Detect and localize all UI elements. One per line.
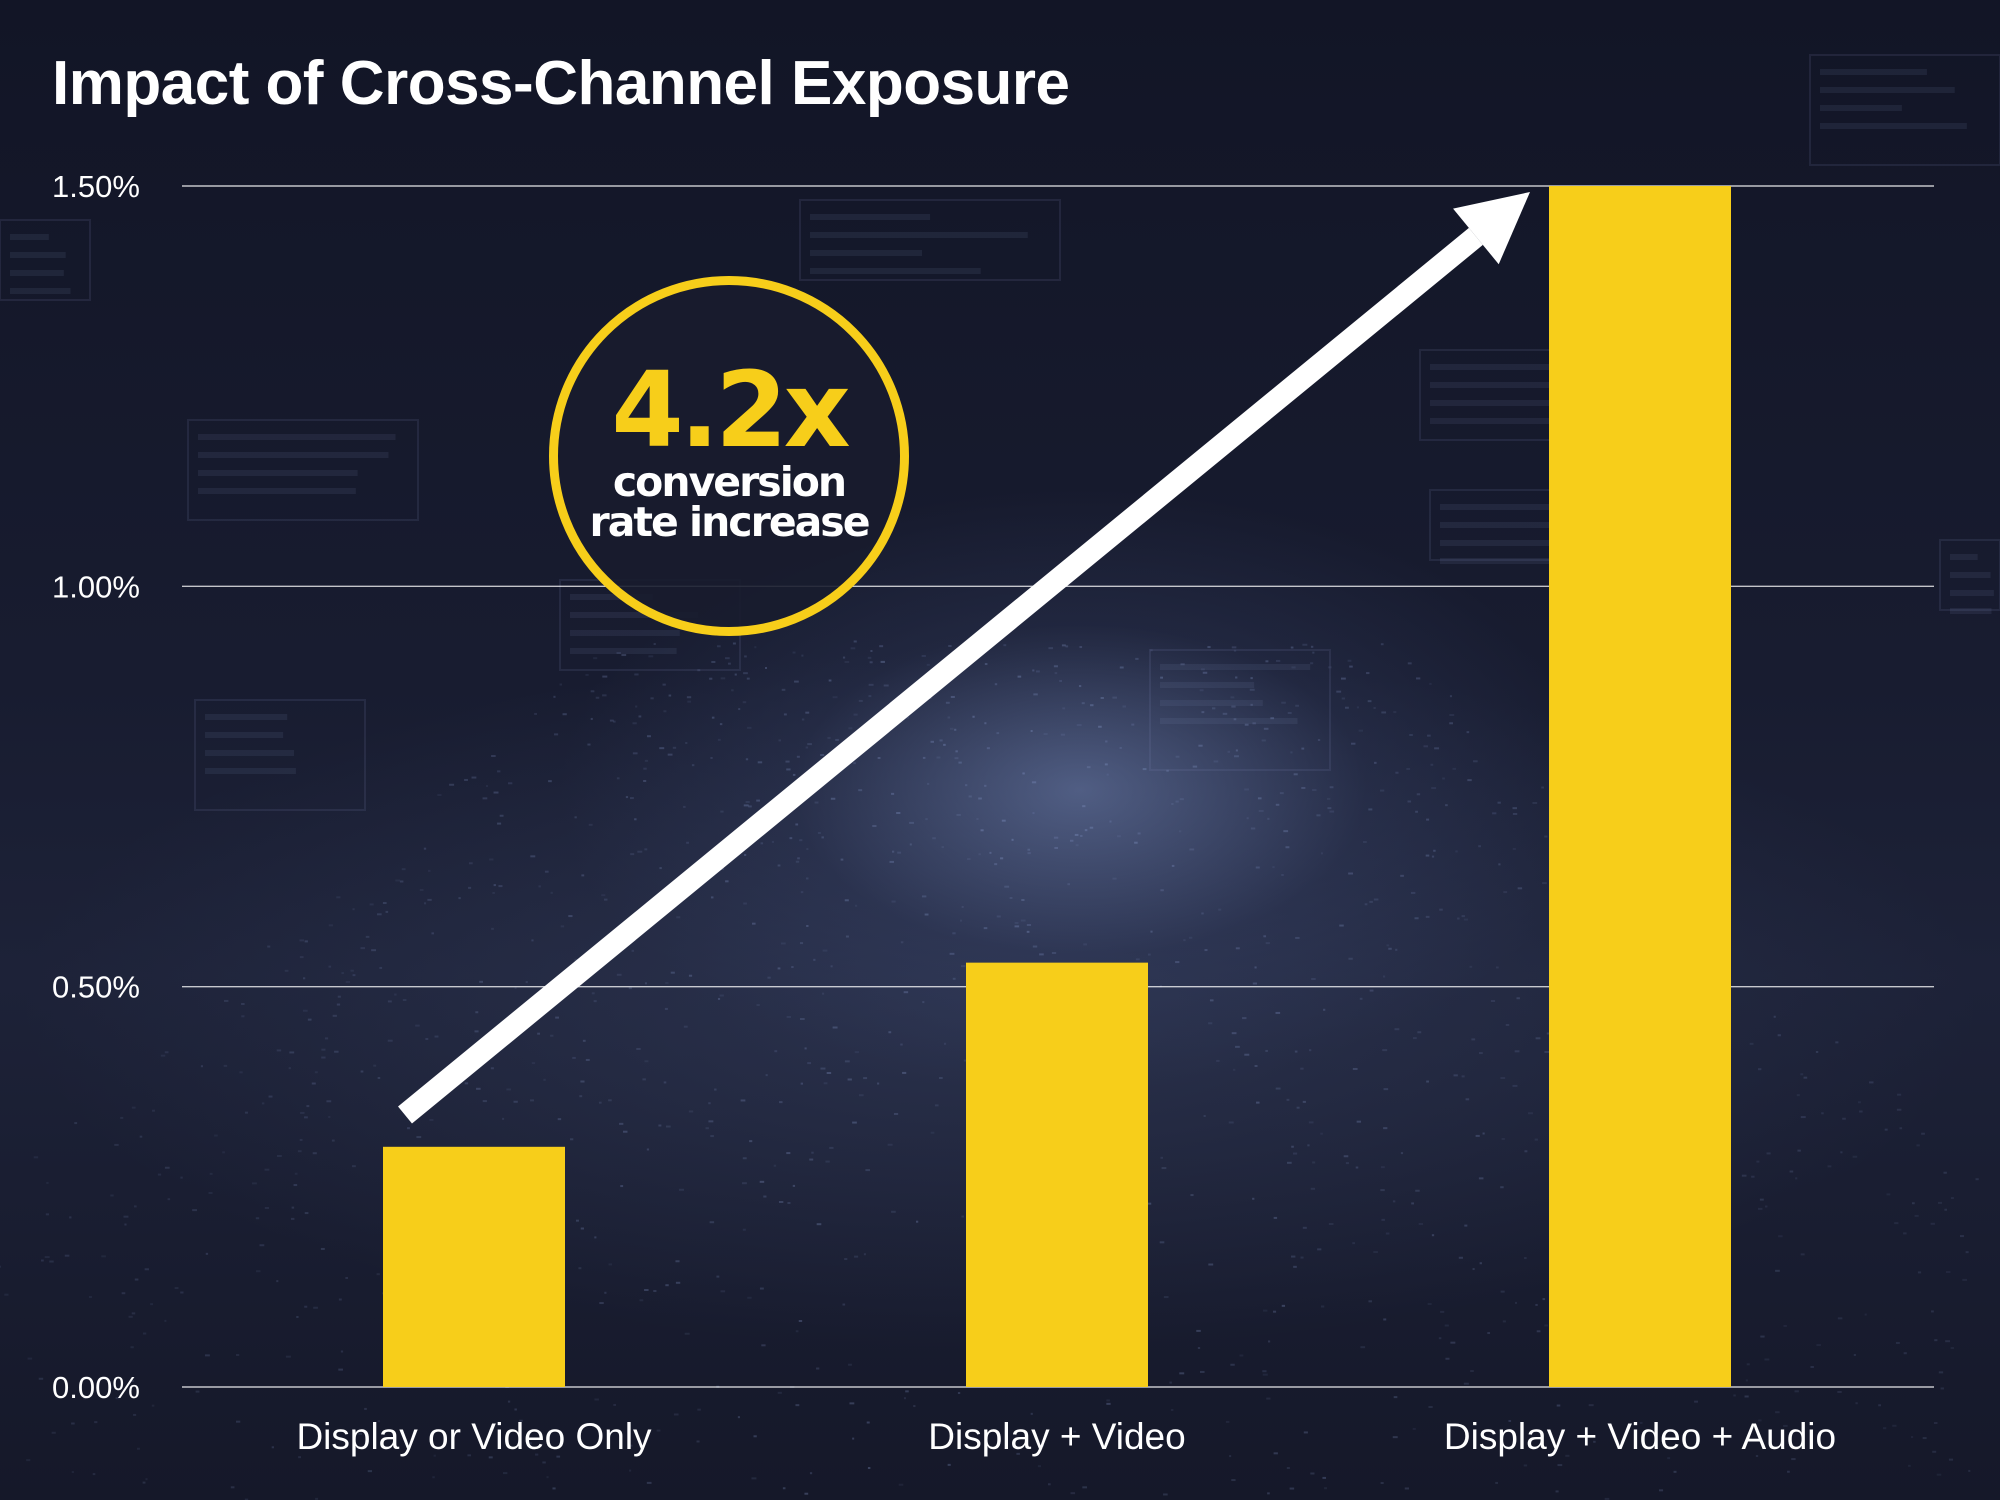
x-tick-label: Display + Video: [928, 1416, 1185, 1457]
y-tick-label: 0.50%: [52, 970, 140, 1005]
x-axis-ticks: Display or Video Only Display + Video Disp…: [296, 1416, 1836, 1457]
x-tick-label: Display or Video Only: [296, 1416, 652, 1457]
x-tick-label: Display + Video + Audio: [1444, 1416, 1836, 1457]
arrow-head: [1453, 192, 1530, 265]
trend-arrow: [398, 192, 1530, 1124]
badge-value: 4.2x: [611, 349, 850, 471]
y-tick-label: 1.50%: [52, 169, 140, 204]
y-tick-label: 0.00%: [52, 1370, 140, 1405]
badge-caption: conversion rate increase: [589, 458, 870, 546]
arrow-shaft: [398, 227, 1483, 1124]
conversion-badge: 4.2x conversion rate increase: [549, 276, 909, 636]
y-tick-label: 1.00%: [52, 569, 140, 604]
bar: [966, 962, 1148, 1387]
y-axis-ticks: 0.00% 0.50% 1.00% 1.50%: [52, 169, 140, 1405]
bar: [1549, 186, 1731, 1387]
chart-title: Impact of Cross-Channel Exposure: [52, 49, 1070, 118]
bars: [383, 186, 1731, 1387]
bar: [383, 1146, 565, 1387]
